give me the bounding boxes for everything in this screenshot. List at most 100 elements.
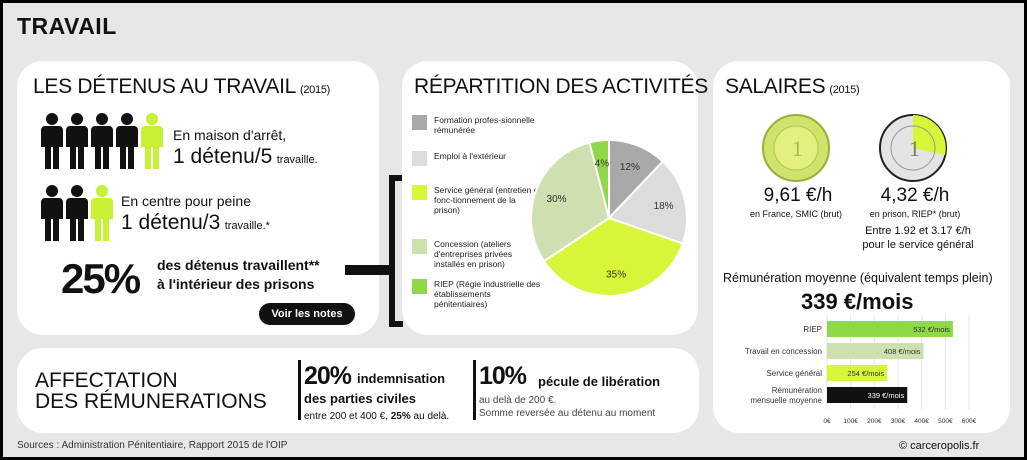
maison-big: 1 détenu/5 bbox=[173, 145, 273, 168]
bar-value-label: 339 €/mois bbox=[868, 391, 905, 400]
people-row-maison bbox=[41, 113, 166, 174]
pie-slice-label: 30% bbox=[547, 194, 567, 205]
bar-value-label: 408 €/mois bbox=[884, 347, 921, 356]
sources-text: Sources : Administration Pénitentiaire, … bbox=[17, 440, 288, 451]
notes-button[interactable]: Voir les notes bbox=[259, 303, 355, 325]
pie-slice bbox=[588, 138, 610, 219]
legend-swatch bbox=[412, 239, 427, 254]
item1-sub-c: au delà. bbox=[413, 411, 450, 422]
panel-repartition: RÉPARTITION DES ACTIVITÉS Formation prof… bbox=[402, 61, 708, 335]
legend-swatch bbox=[412, 185, 427, 200]
panel-affectation: AFFECTATION DES RÉMUNERATIONS 20% indemn… bbox=[17, 348, 699, 433]
pie-slice bbox=[542, 216, 684, 297]
person-icon bbox=[41, 113, 63, 169]
person-icon bbox=[66, 185, 88, 241]
person-icon bbox=[66, 113, 88, 169]
prison-value: 4,32 €/h bbox=[880, 185, 950, 206]
affectation-heading-2: DES RÉMUNERATIONS bbox=[35, 390, 267, 413]
euro-coin-partial-icon: 1 bbox=[879, 114, 947, 182]
bar-category-label: Rémunération bbox=[772, 386, 822, 395]
legend-swatch bbox=[412, 115, 427, 130]
pct-value: 25% bbox=[61, 255, 141, 302]
person-icon bbox=[91, 113, 113, 169]
item1-sub-a: entre 200 et 400 €, bbox=[304, 411, 388, 422]
pct-line2: à l'intérieur des prisons bbox=[157, 276, 315, 292]
centre-small: En centre pour peine bbox=[121, 193, 251, 209]
person-working-icon bbox=[91, 185, 113, 241]
item2-title: pécule de libération bbox=[538, 374, 661, 389]
svg-text:1: 1 bbox=[792, 136, 803, 161]
service-line2: pour le service général bbox=[862, 239, 974, 251]
connector-bar bbox=[345, 265, 391, 275]
pie-slice-label: 4% bbox=[595, 158, 610, 169]
pie-slice-label: 12% bbox=[620, 162, 640, 173]
person-working-icon bbox=[141, 113, 163, 169]
x-tick-label: 200€ bbox=[867, 418, 882, 425]
legend-swatch bbox=[412, 151, 427, 166]
infographic-canvas: TRAVAIL LES DÉTENUS AU TRAVAIL (2015) En … bbox=[3, 3, 1024, 457]
x-tick-label: 100€ bbox=[843, 418, 858, 425]
pct-line1: des détenus travaillent** bbox=[157, 257, 320, 273]
credit-text[interactable]: © carceropolis.fr bbox=[899, 440, 980, 452]
moyenne-label: Rémunération moyenne (équivalent temps p… bbox=[723, 271, 993, 285]
detenus-heading: LES DÉTENUS AU TRAVAIL (2015) bbox=[33, 75, 330, 99]
bar bbox=[827, 387, 908, 403]
centre-big: 1 détenu/3 bbox=[121, 211, 221, 234]
bar-category-label: Service général bbox=[766, 369, 822, 378]
centre-stat: 1 détenu/3 travaille.* bbox=[121, 211, 270, 235]
legend-label: Service général (entretien et fonc-tionn… bbox=[434, 185, 541, 215]
item2-sub2: Somme reversée au détenu au moment bbox=[479, 408, 656, 419]
france-value: 9,61 €/h bbox=[763, 185, 833, 206]
pie-slice bbox=[530, 141, 611, 263]
legend-label: Formation profes-sionnelle rémunérée bbox=[434, 115, 535, 135]
salary-bar-chart: 0€ 100€ 200€ 300€ 400€ 500€ 600€ RIEP 532 €/mois… bbox=[745, 315, 977, 425]
bar bbox=[827, 321, 953, 337]
moyenne-paren: (équivalent temps plein) bbox=[859, 271, 993, 285]
activities-pie-chart: 12% 18% 35% 30% 4% bbox=[530, 138, 688, 297]
pie-slice bbox=[607, 160, 688, 245]
bar-value-label: 254 €/mois bbox=[847, 369, 884, 378]
pie-slice-label: 18% bbox=[654, 201, 674, 212]
maison-stat: 1 détenu/5 travaille. bbox=[173, 145, 318, 169]
euro-coin-full-icon: 1 bbox=[762, 114, 830, 182]
bar-category-label: mensuelle moyenne bbox=[750, 396, 822, 405]
maison-suffix: travaille. bbox=[276, 154, 318, 166]
x-tick-label: 0€ bbox=[823, 418, 831, 425]
bar bbox=[827, 343, 924, 359]
legend-label: Concession (ateliers d'entreprises privé… bbox=[434, 239, 513, 269]
pie-slice-label: 35% bbox=[606, 270, 626, 281]
legend-label: RIEP (Régie industrielle des établisseme… bbox=[434, 279, 541, 309]
page-title: TRAVAIL bbox=[17, 13, 117, 39]
centre-suffix: travaille.* bbox=[224, 220, 270, 232]
item1-pct: 20% bbox=[304, 362, 352, 390]
connector-bracket bbox=[389, 175, 403, 327]
item2-sub1: au delà de 200 €. bbox=[479, 395, 557, 406]
moyenne-label-text: Rémunération moyenne bbox=[723, 271, 857, 285]
x-tick-label: 600€ bbox=[962, 418, 977, 425]
item1-sub: entre 200 et 400 €, 25% au delà. bbox=[304, 411, 449, 422]
bar-category-label: Travail en concession bbox=[745, 347, 822, 356]
x-tick-label: 400€ bbox=[914, 418, 929, 425]
item2-divider bbox=[473, 360, 476, 420]
salaires-heading: SALAIRES (2015) bbox=[725, 75, 860, 99]
service-line1: Entre 1.92 et 3.17 €/h bbox=[865, 225, 971, 237]
france-caption: en France, SMIC (brut) bbox=[749, 209, 843, 219]
item1-sub-b: 25% bbox=[390, 411, 411, 422]
panel-detenus: LES DÉTENUS AU TRAVAIL (2015) En maison d… bbox=[17, 61, 379, 335]
legend-swatch bbox=[412, 279, 427, 294]
person-icon bbox=[116, 113, 138, 169]
item1-title-b: des parties civiles bbox=[304, 391, 417, 406]
detenus-heading-text: LES DÉTENUS AU TRAVAIL bbox=[33, 75, 296, 98]
salaires-heading-text: SALAIRES bbox=[725, 75, 826, 98]
bar-value-label: 532 €/mois bbox=[913, 325, 950, 334]
maison-small: En maison d'arrêt, bbox=[173, 127, 287, 143]
item2-pct: 10% bbox=[479, 362, 527, 390]
salaires-year: (2015) bbox=[829, 84, 860, 96]
people-row-centre bbox=[41, 185, 116, 246]
bar bbox=[827, 365, 888, 381]
legend-label: Emploi à l'extérieur bbox=[434, 151, 507, 161]
detenus-year: (2015) bbox=[300, 84, 330, 96]
pie-slice bbox=[608, 138, 665, 221]
x-tick-label: 300€ bbox=[891, 418, 906, 425]
